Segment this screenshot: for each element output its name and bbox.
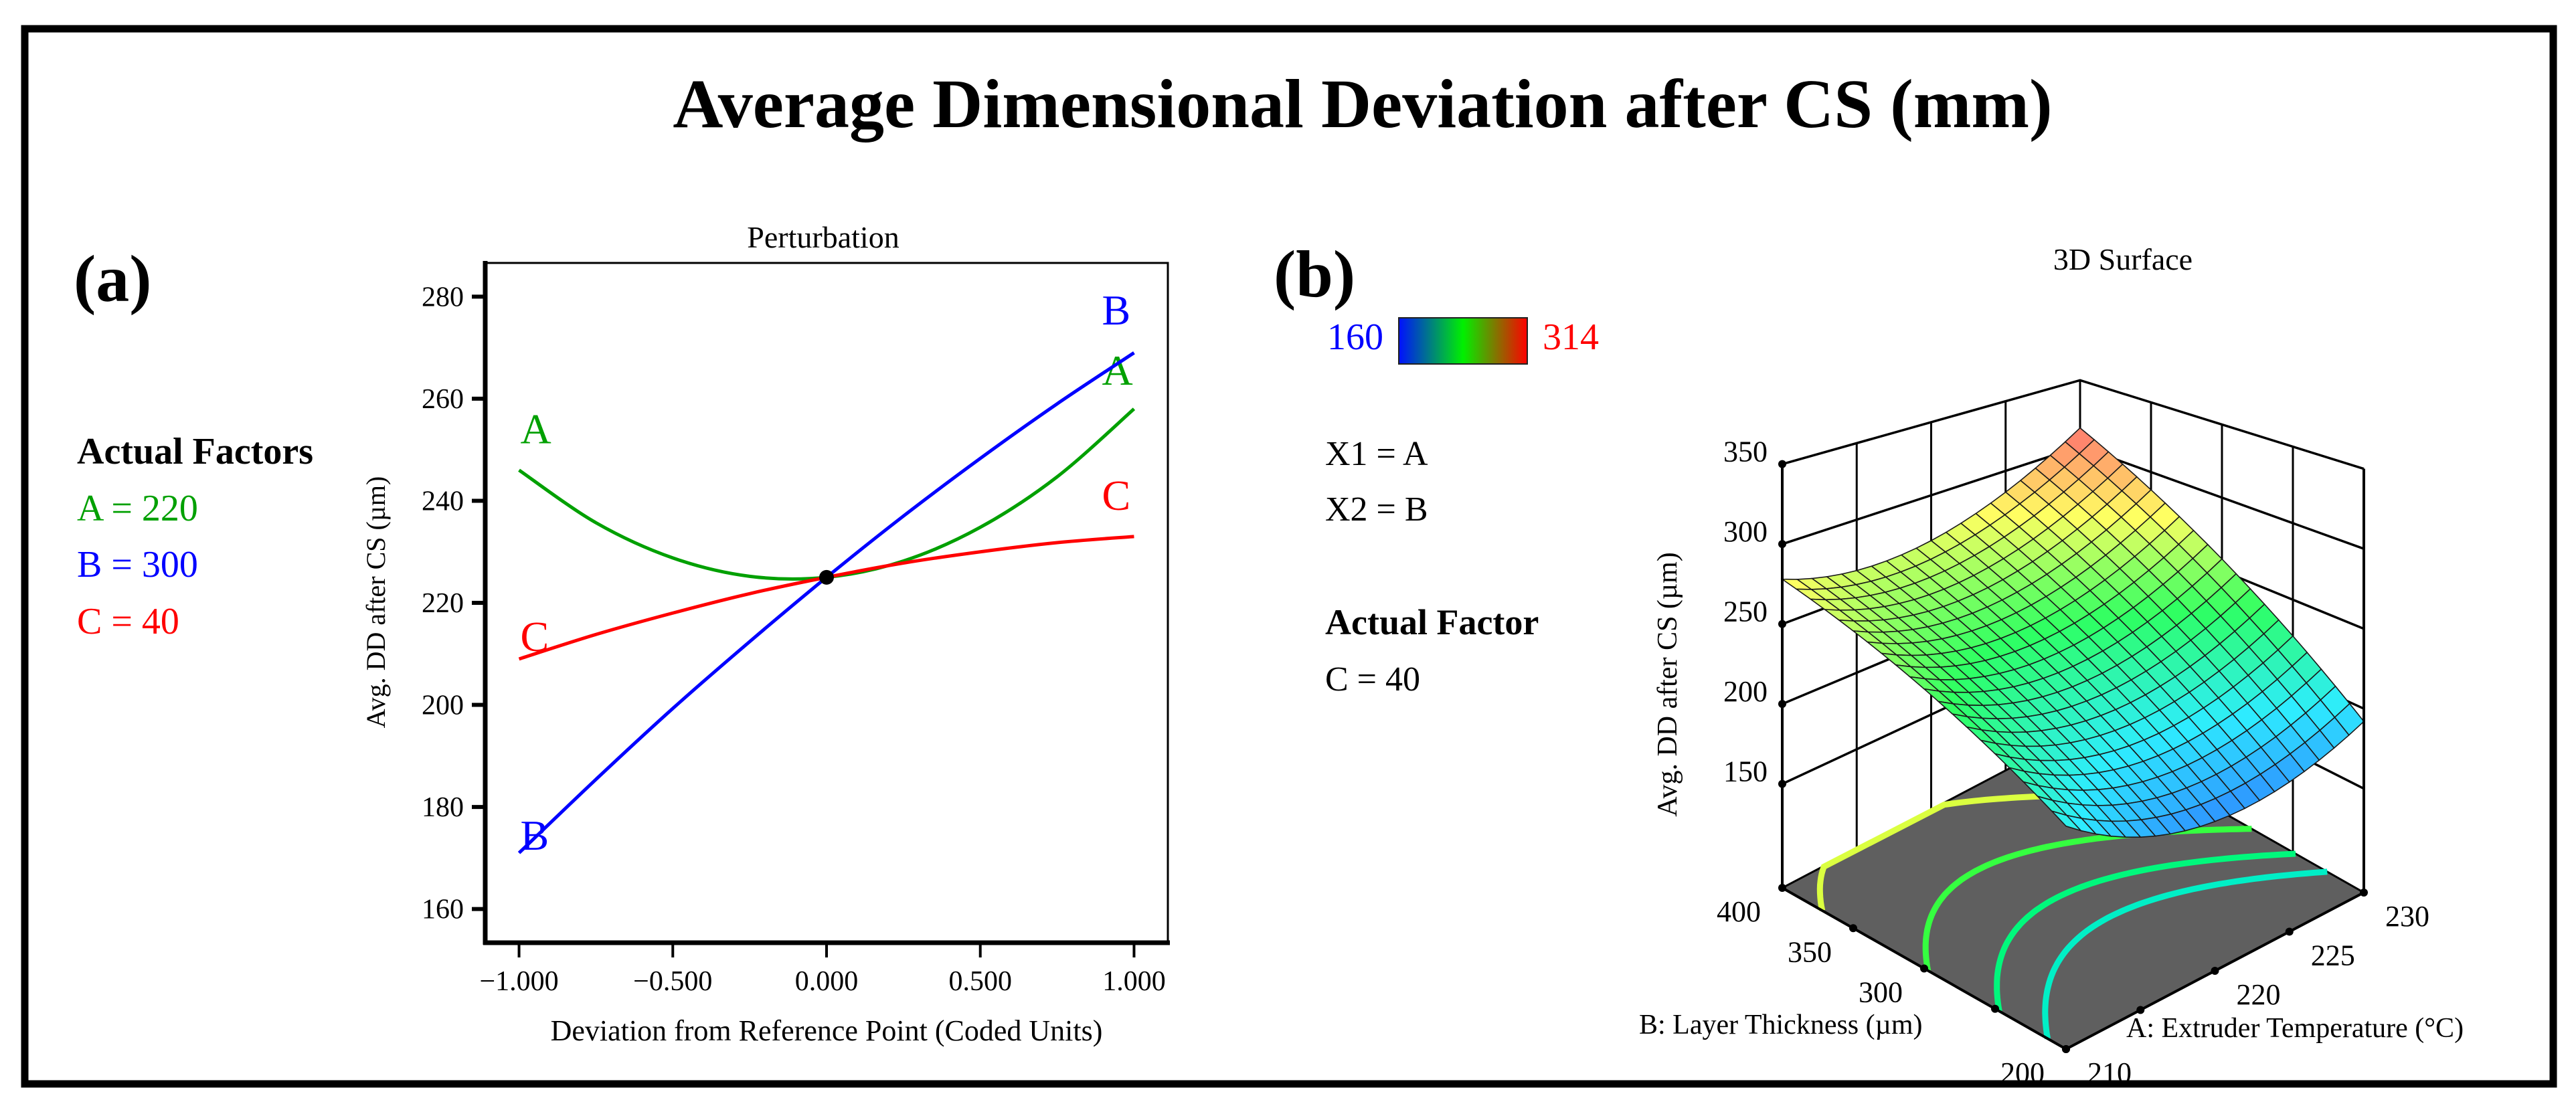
a-tick [2211,967,2219,975]
surface-cell [2050,810,2083,832]
b-tick-label: 350 [1788,935,1832,968]
z-tick-label: 300 [1723,515,1768,548]
y-tick-label: 160 [422,895,464,925]
factor-b-value: B = 300 [77,544,198,585]
factor-c-value: C = 40 [77,601,179,642]
y-tick-label: 280 [422,282,464,312]
z-tick-label: 250 [1723,595,1768,628]
series-label-right-b: B [1102,286,1130,334]
y-tick-label: 220 [422,588,464,619]
actual-factor-heading: Actual Factor [1325,602,1539,642]
b-tick-label: 200 [2000,1056,2045,1089]
a-tick-label: 230 [2385,900,2429,933]
wall-gridline [1782,379,2365,470]
surface-z-axis-label: Avg. DD after CS (µm) [1652,552,1683,817]
z-tick-label: 350 [1723,436,1768,468]
panel-b-label: (b) [1274,237,1355,311]
surface-3d-plot: 3D Surface 150 200 250 300 350 200 300 350 400 21… [1639,242,2464,1089]
z-tick [1778,540,1786,549]
b-tick-label: 400 [1717,895,1761,928]
a-tick [2136,1006,2145,1014]
surface-title: 3D Surface [2053,242,2193,276]
actual-factors-heading: Actual Factors [77,431,313,472]
z-tick [1778,620,1786,628]
colorbar-min-label: 160 [1327,316,1383,358]
x-tick-label: −1.000 [479,966,558,997]
series-label-left-b: B [521,812,549,859]
surface-a-axis-label: A: Extruder Temperature (°C) [2126,1013,2464,1044]
a-tick-label: 220 [2237,978,2281,1011]
b-tick [1778,884,1786,892]
a-tick [2062,1045,2070,1053]
b-tick-label: 300 [1859,976,1903,1009]
perturbation-y-axis-label: Avg. DD after CS (µm) [361,476,391,729]
series-label-left-c: C [521,613,549,660]
x-tick-label: 0.500 [948,966,1012,997]
a-tick-label: 210 [2087,1056,2132,1089]
x2-mapping: X2 = B [1325,490,1428,529]
contour-line [2042,868,2328,1040]
x-tick-label: 1.000 [1102,966,1166,997]
surface-b-axis-label: B: Layer Thickness (µm) [1639,1010,1923,1040]
x-tick-label: −0.500 [633,966,712,997]
colorbar [1398,317,1528,365]
y-tick-label: 260 [422,384,464,415]
figure-title: Average Dimensional Deviation after CS (… [673,66,2052,143]
a-tick [2360,889,2368,897]
y-tick-label: 240 [422,486,464,517]
z-tick [1778,460,1786,468]
a-tick [2285,927,2294,936]
perturbation-plot: Perturbation Avg. DD after CS (µm) Devia… [361,220,1170,1047]
series-label-left-a: A [521,405,551,453]
b-tick [1991,1004,1999,1013]
actual-factor-c-value: C = 40 [1325,660,1420,699]
x-tick-label: 0.000 [795,966,859,997]
z-tick-label: 150 [1723,755,1768,788]
perturbation-title: Perturbation [747,220,899,254]
z-tick-label: 200 [1723,675,1768,708]
contour-line [1994,850,2296,1012]
b-tick [1920,964,1928,973]
y-tick-label: 180 [422,792,464,823]
x1-mapping: X1 = A [1325,435,1428,473]
a-tick-label: 225 [2311,939,2355,972]
z-tick [1778,700,1786,709]
b-tick [1849,924,1857,933]
reference-point [819,569,834,585]
perturbation-x-axis-label: Deviation from Reference Point (Coded Un… [551,1014,1103,1047]
panel-a-label: (a) [74,242,152,316]
y-tick-label: 200 [422,690,464,721]
z-tick [1778,779,1786,788]
series-label-right-c: C [1102,472,1130,519]
perturbation-plot-area [484,262,1169,944]
colorbar-max-label: 314 [1543,316,1599,358]
factor-a-value: A = 220 [77,488,198,529]
